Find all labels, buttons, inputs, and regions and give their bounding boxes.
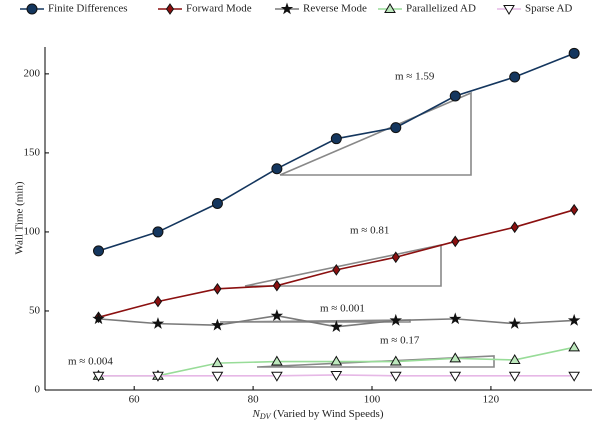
marker — [211, 357, 224, 368]
y-tick-label: 0 — [35, 384, 41, 396]
marker — [330, 370, 343, 381]
marker — [510, 221, 519, 234]
marker — [568, 341, 581, 352]
x-tick-label: 60 — [129, 394, 141, 406]
marker — [330, 355, 343, 366]
marker — [508, 353, 521, 364]
marker — [449, 90, 461, 102]
marker — [330, 133, 342, 145]
marker — [151, 317, 165, 329]
marker — [26, 3, 38, 15]
legend-label: Sparse AD — [525, 3, 572, 15]
marker — [211, 318, 224, 331]
marker — [211, 371, 224, 382]
marker — [152, 371, 164, 382]
marker — [568, 47, 580, 59]
marker — [272, 279, 281, 292]
marker — [567, 313, 581, 326]
marker — [271, 163, 283, 175]
marker — [503, 5, 515, 15]
marker — [165, 3, 175, 15]
marker — [332, 263, 341, 276]
y-axis-label: Wall Time (min) — [14, 181, 26, 254]
x-axis-label: NDV (Varied by Wind Speeds) — [251, 408, 383, 421]
slope-triangle — [279, 91, 472, 176]
x-tick-label: 80 — [248, 394, 260, 406]
marker — [384, 3, 396, 13]
annotation: m ≈ 0.001 — [320, 303, 365, 315]
marker — [280, 2, 294, 15]
marker — [213, 282, 222, 295]
marker — [270, 309, 284, 321]
marker — [389, 313, 402, 326]
marker — [92, 312, 105, 325]
marker — [449, 371, 462, 382]
legend-label: Forward Mode — [186, 3, 252, 15]
x-label-part: N — [251, 408, 260, 420]
annotation: m ≈ 1.59 — [395, 71, 435, 83]
legend-label: Parallelized AD — [406, 3, 476, 15]
marker — [509, 71, 521, 83]
marker — [330, 320, 343, 333]
marker — [389, 371, 402, 382]
marker — [271, 355, 283, 366]
marker — [570, 203, 579, 216]
marker — [389, 355, 402, 366]
y-tick-label: 100 — [24, 225, 41, 237]
annotation: m ≈ 0.004 — [68, 356, 113, 368]
x-label-part: (Varied by Wind Speeds) — [271, 408, 384, 420]
marker — [449, 312, 462, 325]
marker — [211, 197, 223, 209]
annotation: m ≈ 0.81 — [350, 225, 389, 237]
marker — [391, 251, 400, 264]
marker — [451, 235, 460, 248]
slope-triangle — [244, 244, 442, 287]
marker — [93, 245, 105, 257]
marker — [92, 371, 105, 382]
marker — [271, 371, 283, 382]
y-tick-label: 50 — [29, 304, 41, 316]
legend-label: Reverse Mode — [303, 3, 367, 15]
legend-label: Finite Differences — [48, 3, 128, 15]
marker — [568, 371, 581, 382]
series-line — [98, 52, 575, 252]
marker — [508, 317, 521, 329]
marker — [390, 122, 402, 134]
y-tick-label: 150 — [24, 146, 41, 158]
annotation: m ≈ 0.17 — [380, 335, 420, 347]
marker — [152, 226, 164, 238]
marker — [153, 295, 163, 308]
y-tick-label: 200 — [24, 67, 41, 79]
x-label-sub: DV — [259, 412, 272, 421]
marker — [449, 352, 462, 363]
x-tick-label: 120 — [483, 394, 500, 406]
marker — [508, 371, 521, 382]
x-tick-label: 100 — [364, 394, 381, 406]
